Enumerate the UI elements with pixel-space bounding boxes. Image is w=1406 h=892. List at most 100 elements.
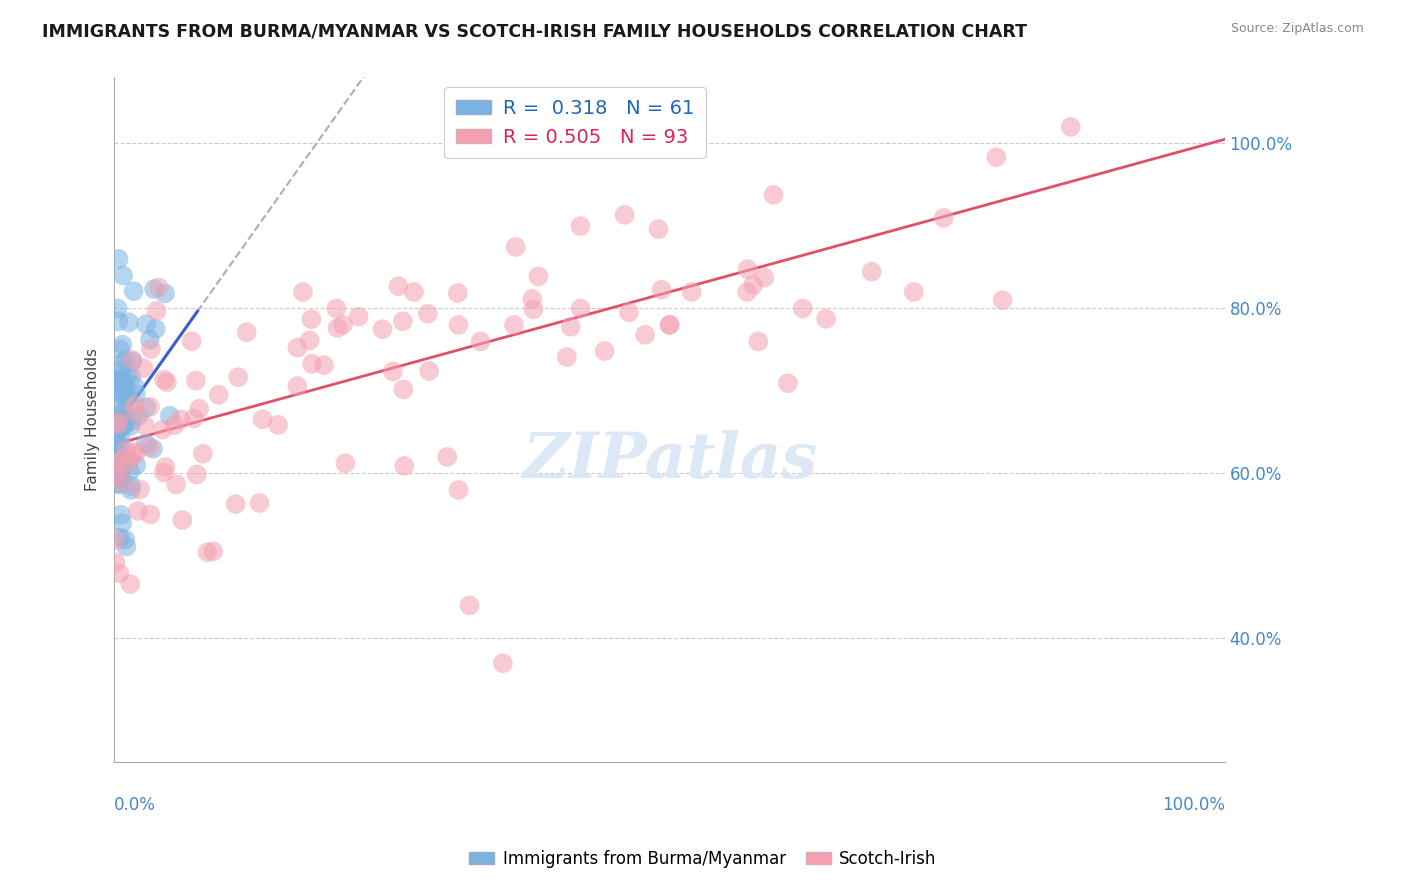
Point <box>120 369 142 384</box>
Point <box>143 282 166 296</box>
Point <box>107 450 129 464</box>
Point <box>301 357 323 371</box>
Point <box>124 378 146 392</box>
Point <box>195 545 218 559</box>
Point <box>120 483 142 497</box>
Point <box>139 400 162 414</box>
Point <box>470 334 492 349</box>
Point <box>163 418 186 433</box>
Point <box>110 508 132 522</box>
Point <box>117 389 139 403</box>
Point <box>447 286 470 301</box>
Point <box>112 417 135 432</box>
Point <box>634 327 657 342</box>
Point <box>122 405 145 419</box>
Point <box>986 150 1008 164</box>
Point <box>737 262 759 277</box>
Point <box>225 497 247 511</box>
Point <box>127 409 149 423</box>
Point <box>127 504 149 518</box>
Point <box>110 471 132 485</box>
Point <box>1059 120 1081 134</box>
Point <box>754 270 776 285</box>
Point <box>110 399 132 413</box>
Point <box>658 318 681 332</box>
Point <box>153 466 176 480</box>
Point <box>114 533 136 547</box>
Point <box>252 412 274 426</box>
Point <box>184 374 207 388</box>
Point <box>121 354 143 368</box>
Point <box>108 531 131 545</box>
Point <box>122 284 145 298</box>
Point <box>107 252 129 266</box>
Point <box>104 449 127 463</box>
Point <box>128 483 150 497</box>
Point <box>121 413 143 427</box>
Point <box>105 476 128 491</box>
Point <box>792 301 814 316</box>
Point <box>159 409 181 423</box>
Point <box>120 577 142 591</box>
Point <box>120 464 142 478</box>
Point <box>114 384 136 398</box>
Point <box>991 293 1014 308</box>
Text: ZIPatlas: ZIPatlas <box>522 430 817 491</box>
Text: Source: ZipAtlas.com: Source: ZipAtlas.com <box>1230 22 1364 36</box>
Point <box>458 599 481 613</box>
Point <box>371 322 394 336</box>
Point <box>742 278 765 293</box>
Point <box>156 375 179 389</box>
Point <box>287 379 309 393</box>
Point <box>110 343 132 357</box>
Point <box>188 401 211 416</box>
Point <box>394 458 416 473</box>
Point <box>416 307 439 321</box>
Point <box>145 322 167 336</box>
Point <box>104 449 127 463</box>
Point <box>105 417 128 432</box>
Point <box>139 333 162 347</box>
Point <box>125 458 148 473</box>
Point <box>249 496 271 510</box>
Point <box>112 268 135 283</box>
Point <box>815 311 838 326</box>
Point <box>170 412 193 426</box>
Point <box>110 431 132 445</box>
Point <box>107 374 129 388</box>
Point <box>110 363 132 377</box>
Point <box>505 240 527 254</box>
Text: IMMIGRANTS FROM BURMA/MYANMAR VS SCOTCH-IRISH FAMILY HOUSEHOLDS CORRELATION CHAR: IMMIGRANTS FROM BURMA/MYANMAR VS SCOTCH-… <box>42 22 1028 40</box>
Text: 0.0%: 0.0% <box>114 797 156 814</box>
Point <box>776 376 799 391</box>
Point <box>107 416 129 430</box>
Point <box>681 285 703 299</box>
Point <box>104 435 127 450</box>
Point <box>747 334 769 349</box>
Point <box>104 533 127 548</box>
Point <box>135 436 157 450</box>
Point <box>105 374 128 388</box>
Point <box>387 279 409 293</box>
Point <box>107 385 129 400</box>
Point <box>569 301 592 316</box>
Point <box>111 406 134 420</box>
Point <box>105 445 128 459</box>
Point <box>134 418 156 433</box>
Point <box>381 364 404 378</box>
Point <box>208 388 231 402</box>
Point <box>522 292 544 306</box>
Point <box>107 301 129 316</box>
Point <box>165 477 187 491</box>
Point <box>560 319 582 334</box>
Point <box>298 334 321 348</box>
Point <box>138 440 160 454</box>
Point <box>117 456 139 470</box>
Point <box>112 412 135 426</box>
Point <box>111 475 134 490</box>
Point <box>145 304 167 318</box>
Point <box>117 368 139 382</box>
Point <box>285 341 308 355</box>
Point <box>125 445 148 459</box>
Point <box>391 314 413 328</box>
